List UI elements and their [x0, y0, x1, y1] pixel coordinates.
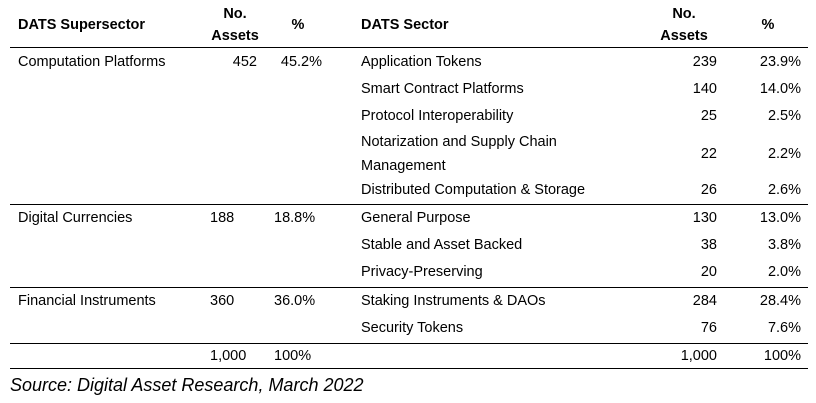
sector-pct: 23.9%: [759, 54, 801, 70]
sector-count: 38: [700, 237, 717, 253]
sector-name-line2: Management: [361, 158, 446, 174]
header-sector-pct: %: [761, 17, 775, 33]
sector-count: 284: [692, 293, 717, 309]
total-supersector-count: 1,000: [210, 348, 247, 364]
sector-pct: 2.5%: [767, 108, 801, 124]
header-divider: [10, 47, 808, 48]
sector-count: 130: [692, 210, 717, 226]
sector-pct: 13.0%: [759, 210, 801, 226]
sector-name: Staking Instruments & DAOs: [361, 293, 546, 309]
sector-name: Application Tokens: [361, 54, 482, 70]
sector-count: 22: [700, 146, 717, 162]
supersector-pct: 18.8%: [274, 210, 316, 226]
total-supersector-pct: 100%: [274, 348, 312, 364]
sector-name-line1: Notarization and Supply Chain: [361, 134, 557, 150]
sector-count: 26: [700, 182, 717, 198]
group-divider: [10, 204, 808, 205]
sector-count: 76: [700, 320, 717, 336]
header-pct: %: [291, 17, 305, 33]
sector-pct: 2.6%: [767, 182, 801, 198]
source-note: Source: Digital Asset Research, March 20…: [10, 375, 364, 395]
sector-pct: 3.8%: [767, 237, 801, 253]
sector-count: 20: [700, 264, 717, 280]
supersector-count: 360: [210, 293, 235, 309]
header-no-assets-line2: Assets: [211, 28, 259, 44]
sector-name: General Purpose: [361, 210, 471, 226]
sector-count: 25: [700, 108, 717, 124]
supersector-name: Computation Platforms: [18, 54, 166, 70]
sector-name: Security Tokens: [361, 320, 464, 336]
sector-name: Privacy-Preserving: [361, 264, 483, 280]
header-supersector: DATS Supersector: [18, 17, 146, 33]
sector-pct: 7.6%: [767, 320, 801, 336]
supersector-name: Financial Instruments: [18, 293, 156, 309]
total-sector-count: 1,000: [680, 348, 717, 364]
sector-pct: 2.2%: [767, 146, 801, 162]
sector-name: Smart Contract Platforms: [361, 81, 524, 97]
header-sector-no-assets-line2: Assets: [660, 28, 708, 44]
sector-pct: 28.4%: [759, 293, 801, 309]
group-divider: [10, 287, 808, 288]
sector-pct: 14.0%: [759, 81, 801, 97]
sector-name: Protocol Interoperability: [361, 108, 514, 124]
totals-divider: [10, 343, 808, 344]
sector-name: Stable and Asset Backed: [361, 237, 523, 253]
header-sector-no-assets-line1: No.: [672, 6, 696, 22]
sector-name: Distributed Computation & Storage: [361, 182, 586, 198]
sector-count: 239: [692, 54, 717, 70]
table-bottom-border: [10, 368, 808, 369]
supersector-count: 188: [210, 210, 235, 226]
supersector-pct: 36.0%: [274, 293, 316, 309]
sector-pct: 2.0%: [767, 264, 801, 280]
supersector-pct: 45.2%: [280, 54, 322, 70]
total-sector-pct: 100%: [763, 348, 801, 364]
supersector-name: Digital Currencies: [18, 210, 133, 226]
header-sector: DATS Sector: [361, 17, 449, 33]
supersector-count: 452: [232, 54, 257, 70]
header-no-assets-line1: No.: [223, 6, 247, 22]
sector-count: 140: [692, 81, 717, 97]
